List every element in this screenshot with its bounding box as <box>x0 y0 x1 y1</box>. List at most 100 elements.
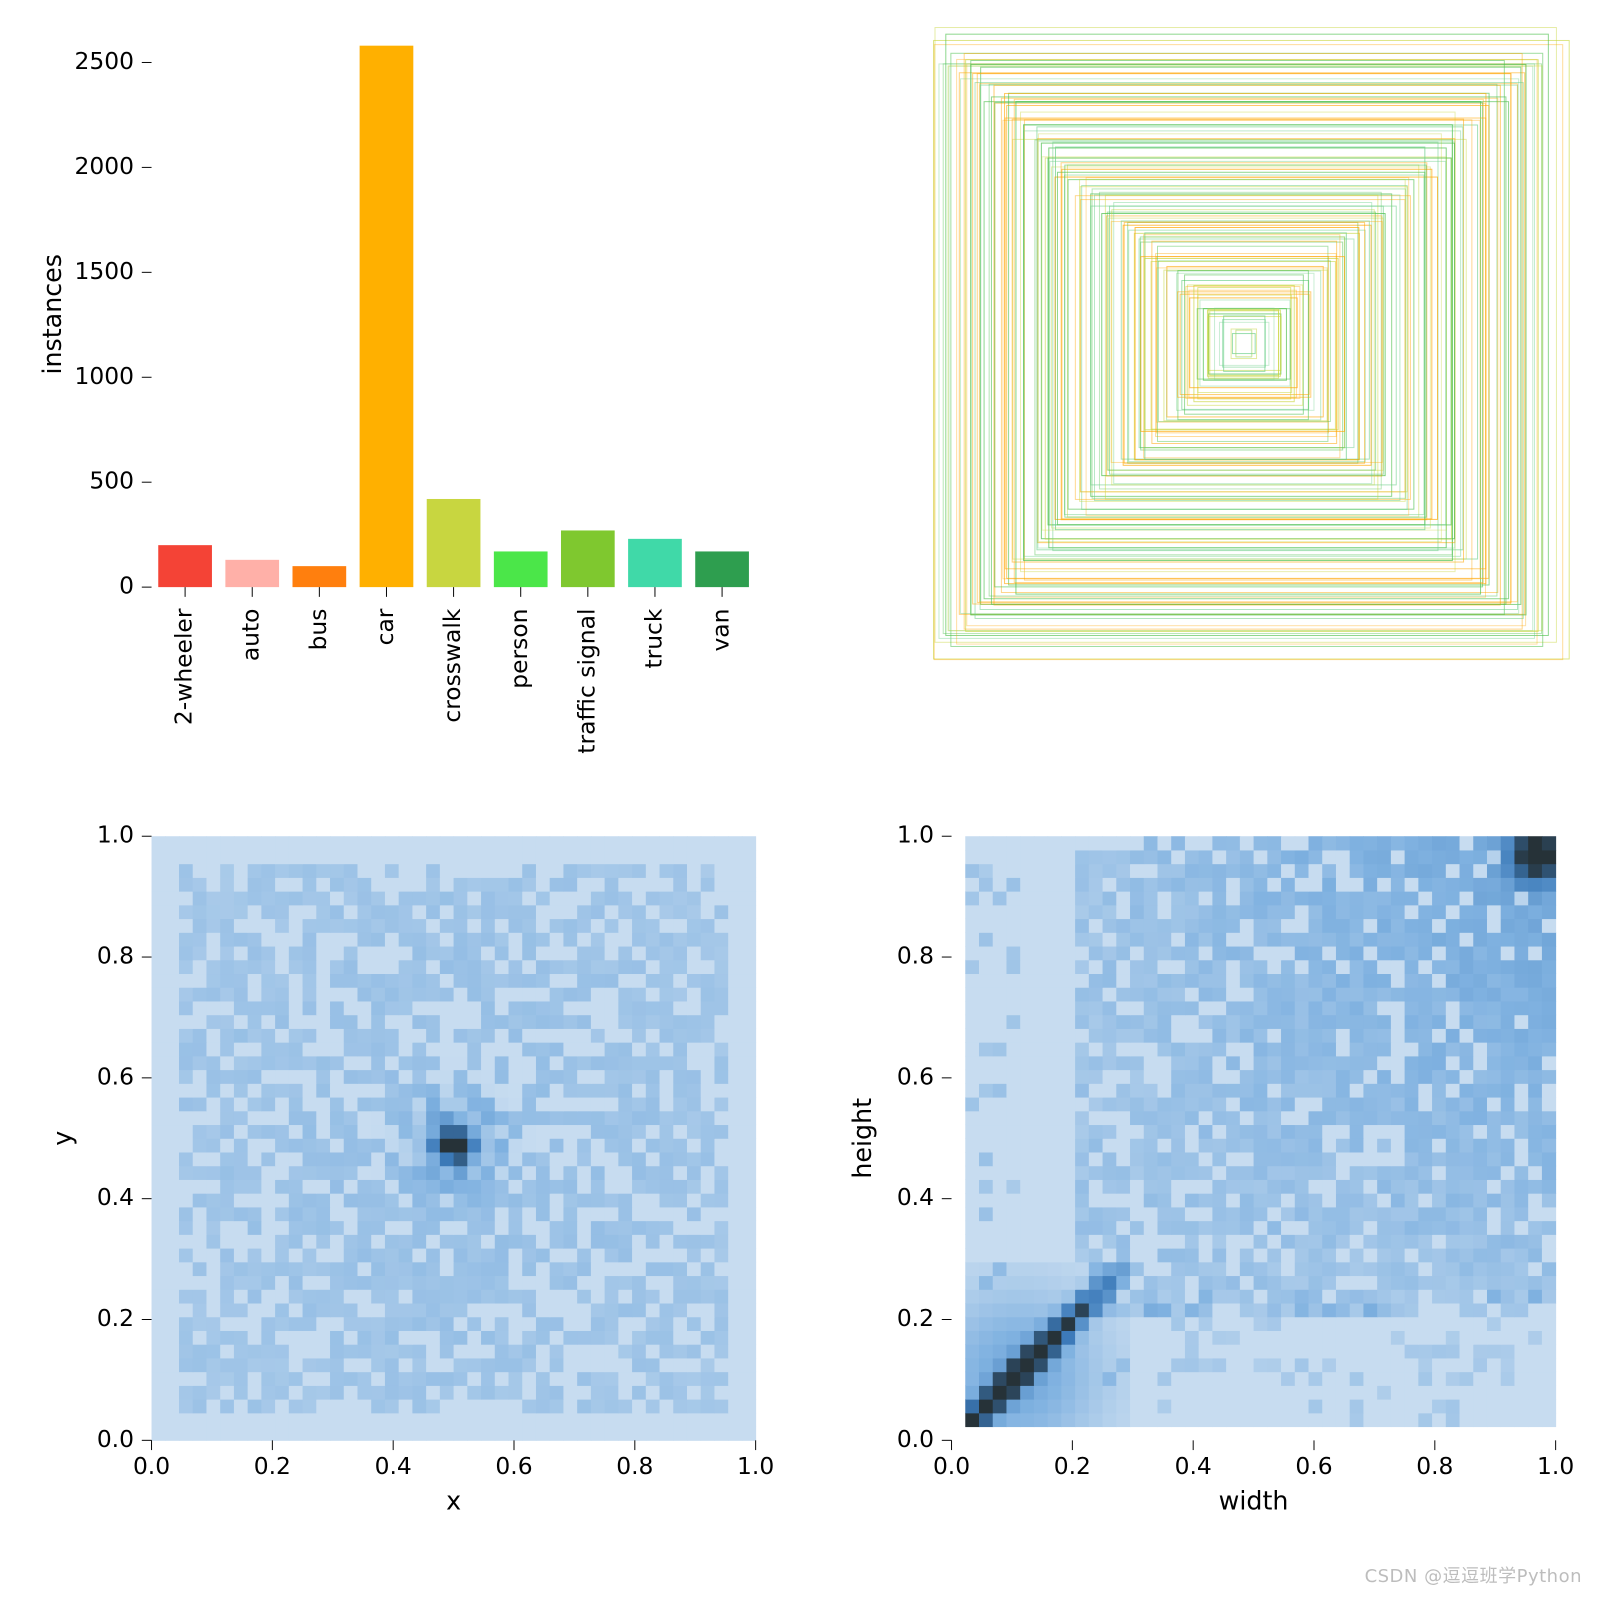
heatmap-cell <box>1034 1193 1048 1207</box>
heatmap-cell <box>1020 1179 1034 1193</box>
heatmap-cell <box>1350 1083 1364 1097</box>
heatmap-cell <box>152 1289 166 1303</box>
heatmap-cell <box>742 932 756 946</box>
svg-text:van: van <box>707 609 735 652</box>
heatmap-cell <box>1501 1220 1515 1234</box>
heatmap-cell <box>1240 987 1254 1001</box>
heatmap-cell <box>1336 1028 1350 1042</box>
heatmap-cell <box>495 1179 509 1193</box>
heatmap-cell <box>618 1371 632 1385</box>
heatmap-cell <box>536 1289 550 1303</box>
heatmap-cell <box>1185 863 1199 877</box>
heatmap-cell <box>701 918 715 932</box>
heatmap-cell <box>426 1412 440 1426</box>
heatmap-cell <box>1144 1412 1158 1426</box>
heatmap-cell <box>714 973 728 987</box>
heatmap-cell <box>1226 1000 1240 1014</box>
heatmap-cell <box>1528 1289 1542 1303</box>
heatmap-cell <box>742 987 756 1001</box>
heatmap-cell <box>193 1193 207 1207</box>
heatmap-cell <box>687 1097 701 1111</box>
heatmap-cell <box>357 1152 371 1166</box>
heatmap-cell <box>371 1316 385 1330</box>
heatmap-cell <box>577 1083 591 1097</box>
heatmap-cell <box>1487 1055 1501 1069</box>
heatmap-cell <box>206 1193 220 1207</box>
heatmap-cell <box>1432 877 1446 891</box>
heatmap-cell <box>399 946 413 960</box>
heatmap-cell <box>1322 1385 1336 1399</box>
heatmap-cell <box>385 1055 399 1069</box>
heatmap-cell <box>316 1083 330 1097</box>
heatmap-cell <box>1075 1000 1089 1014</box>
heatmap-cell <box>1061 1220 1075 1234</box>
heatmap-cell <box>1267 1344 1281 1358</box>
heatmap-cell <box>206 863 220 877</box>
heatmap-cell <box>344 1110 358 1124</box>
heatmap-cell <box>1171 1303 1185 1317</box>
heatmap-cell <box>1309 932 1323 946</box>
heatmap-cell <box>1226 946 1240 960</box>
heatmap-cell <box>605 1014 619 1028</box>
heatmap-cell <box>1103 973 1117 987</box>
heatmap-cell <box>1281 877 1295 891</box>
heatmap-cell <box>495 877 509 891</box>
heatmap-cell <box>993 904 1007 918</box>
heatmap-cell <box>316 836 330 850</box>
heatmap-cell <box>454 1000 468 1014</box>
heatmap-cell <box>385 904 399 918</box>
heatmap-cell <box>1103 1000 1117 1014</box>
heatmap-cell <box>275 1275 289 1289</box>
heatmap-cell <box>1363 863 1377 877</box>
heatmap-cell <box>330 1110 344 1124</box>
heatmap-cell <box>1075 1083 1089 1097</box>
heatmap-cell <box>248 891 262 905</box>
heatmap-cell <box>1116 1357 1130 1371</box>
heatmap-cell <box>289 1000 303 1014</box>
heatmap-cell <box>1020 1275 1034 1289</box>
heatmap-cell <box>1048 891 1062 905</box>
heatmap-cell <box>1130 1261 1144 1275</box>
heatmap-cell <box>1281 1165 1295 1179</box>
heatmap-cell <box>303 1165 317 1179</box>
heatmap-cell <box>275 1234 289 1248</box>
heatmap-cell <box>303 1371 317 1385</box>
heatmap-cell <box>193 1399 207 1413</box>
heatmap-cell <box>1020 1234 1034 1248</box>
heatmap-cell <box>1199 1385 1213 1399</box>
heatmap-cell <box>371 1303 385 1317</box>
heatmap-cell <box>522 1412 536 1426</box>
heatmap-cell <box>1006 946 1020 960</box>
heatmap-cell <box>550 1275 564 1289</box>
heatmap-cell <box>1226 1179 1240 1193</box>
heatmap-cell <box>289 836 303 850</box>
heatmap-cell <box>261 973 275 987</box>
heatmap-cell <box>618 1152 632 1166</box>
heatmap-cell <box>1460 1371 1474 1385</box>
heatmap-cell <box>1295 849 1309 863</box>
heatmap-cell <box>234 1371 248 1385</box>
heatmap-cell <box>742 1330 756 1344</box>
bar-truck <box>628 539 682 587</box>
heatmap-cell <box>993 1206 1007 1220</box>
heatmap-cell <box>563 904 577 918</box>
heatmap-cell <box>1020 1193 1034 1207</box>
heatmap-cell <box>206 1042 220 1056</box>
heatmap-cell <box>1157 1097 1171 1111</box>
heatmap-cell <box>1336 877 1350 891</box>
heatmap-cell <box>426 1316 440 1330</box>
heatmap-cell <box>979 1206 993 1220</box>
heatmap-cell <box>1501 1138 1515 1152</box>
heatmap-cell <box>412 1055 426 1069</box>
heatmap-cell <box>426 1083 440 1097</box>
heatmap-cell <box>1089 1275 1103 1289</box>
heatmap-cell <box>289 918 303 932</box>
heatmap-cell <box>426 1193 440 1207</box>
heatmap-cell <box>426 1152 440 1166</box>
heatmap-cell <box>660 1303 674 1317</box>
heatmap-cell <box>330 1124 344 1138</box>
heatmap-cell <box>1048 1330 1062 1344</box>
heatmap-cell <box>1473 1083 1487 1097</box>
heatmap-cell <box>577 1097 591 1111</box>
heatmap-cell <box>1144 1275 1158 1289</box>
